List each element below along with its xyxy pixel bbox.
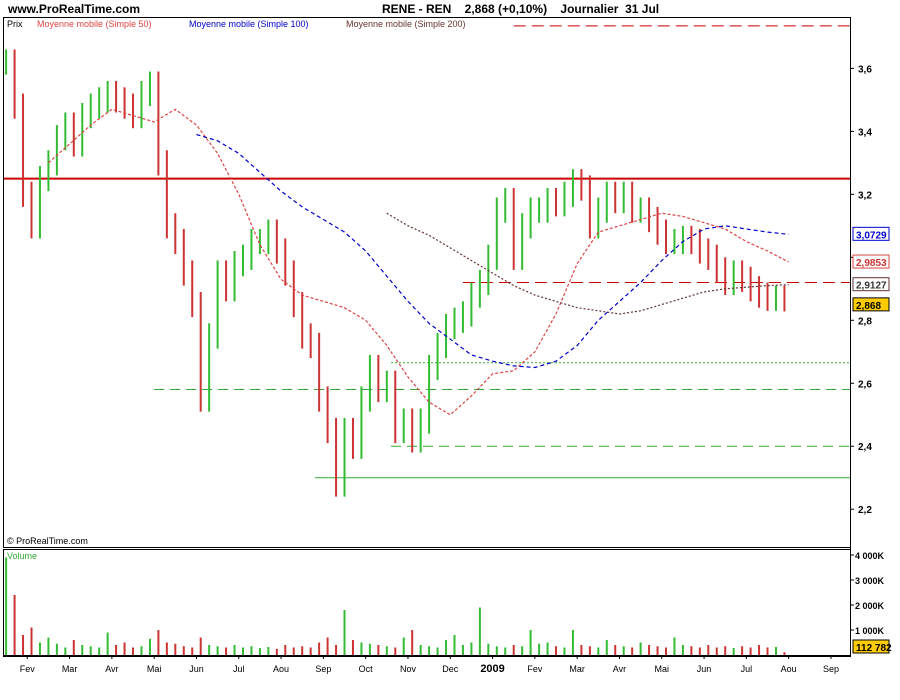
x-tick-label: Aou bbox=[273, 664, 289, 674]
y-tick-label: 3,6 bbox=[858, 64, 872, 75]
ma200-tag-label: 2,9127 bbox=[856, 281, 887, 292]
price-tag-label: 2,868 bbox=[856, 301, 881, 312]
x-tick-label: Nov bbox=[400, 664, 417, 674]
x-tick-label: Jun bbox=[189, 664, 204, 674]
x-tick-label: Fev bbox=[527, 664, 543, 674]
price-tag-box bbox=[852, 297, 890, 312]
x-tick-label: Sep bbox=[823, 664, 839, 674]
x-tick-label: 2009 bbox=[480, 663, 504, 675]
x-tick-label: Mai bbox=[147, 664, 162, 674]
x-tick-label: Oct bbox=[359, 664, 374, 674]
volume-tag-box bbox=[852, 639, 890, 654]
header-bar: www.ProRealTime.com RENE - REN 2,868 (+0… bbox=[0, 0, 900, 18]
horizontal-levels bbox=[4, 25, 850, 479]
volume-panel bbox=[3, 549, 851, 656]
volume-tag-label: 112 782 bbox=[856, 643, 892, 654]
ma200-line bbox=[386, 212, 789, 315]
site-name[interactable]: www.ProRealTime.com bbox=[8, 2, 141, 16]
y-tick-label: 2,8 bbox=[858, 316, 872, 327]
x-tick-label: Jul bbox=[233, 664, 245, 674]
vol-tick-label: 2 000K bbox=[855, 601, 885, 611]
legend-ma100: Moyenne mobile (Simple 100) bbox=[189, 19, 309, 29]
vol-tick-label: 1 000K bbox=[855, 626, 885, 636]
y-tick-label: 2,6 bbox=[858, 379, 872, 390]
volume-legend: Volume bbox=[7, 551, 37, 561]
x-tick-label: Dec bbox=[442, 664, 459, 674]
ma50-tag-label: 2,9853 bbox=[856, 258, 887, 269]
copyright-text: © ProRealTime.com bbox=[7, 536, 88, 546]
y-tick-label: 2,4 bbox=[858, 442, 872, 453]
ma100-line bbox=[196, 133, 789, 369]
value-tags: 3,0729 2,9853 2,9127 2,868 112 782 bbox=[852, 226, 892, 654]
vol-tick-label: 4 000K bbox=[855, 551, 885, 561]
y-tick-label: 3,4 bbox=[858, 127, 872, 138]
x-tick-label: Sep bbox=[315, 664, 331, 674]
price-bars bbox=[5, 49, 786, 497]
x-tick-label: Avr bbox=[613, 664, 626, 674]
ma100-tag-label: 3,0729 bbox=[856, 230, 887, 241]
volume-y-ticks: 4 000K 3 000K 2 000K 1 000K bbox=[850, 551, 885, 636]
price-panel bbox=[3, 17, 851, 548]
x-tick-label: Jun bbox=[697, 664, 712, 674]
moving-averages bbox=[48, 108, 789, 416]
ma50-line bbox=[48, 108, 789, 416]
ticker-summary: RENE - REN 2,868 (+0,10%) Journalier 31 … bbox=[382, 2, 660, 16]
x-tick-label: Aou bbox=[781, 664, 797, 674]
ma200-tag-box bbox=[852, 277, 890, 292]
y-tick-label: 3,2 bbox=[858, 190, 872, 201]
vol-tick-label: 3 000K bbox=[855, 576, 885, 586]
legend-ma50: Moyenne mobile (Simple 50) bbox=[37, 19, 152, 29]
y-tick-label: 2,2 bbox=[858, 505, 872, 516]
legend-ma200: Moyenne mobile (Simple 200) bbox=[346, 19, 466, 29]
x-tick-label: Mar bbox=[62, 664, 78, 674]
x-ticks: Fev Mar Avr Mai Jun Jul Aou Sep Oct Nov Dec 2009 Fev… bbox=[20, 655, 839, 675]
x-tick-label: Mai bbox=[655, 664, 670, 674]
legend-prix: Prix bbox=[7, 19, 23, 29]
x-tick-label: Avr bbox=[105, 664, 118, 674]
ma50-tag-box bbox=[852, 254, 890, 269]
volume-bars bbox=[5, 557, 786, 655]
x-tick-label: Fev bbox=[20, 664, 36, 674]
x-tick-label: Mar bbox=[569, 664, 585, 674]
ma100-tag-box bbox=[852, 226, 890, 241]
x-tick-label: Jul bbox=[741, 664, 753, 674]
